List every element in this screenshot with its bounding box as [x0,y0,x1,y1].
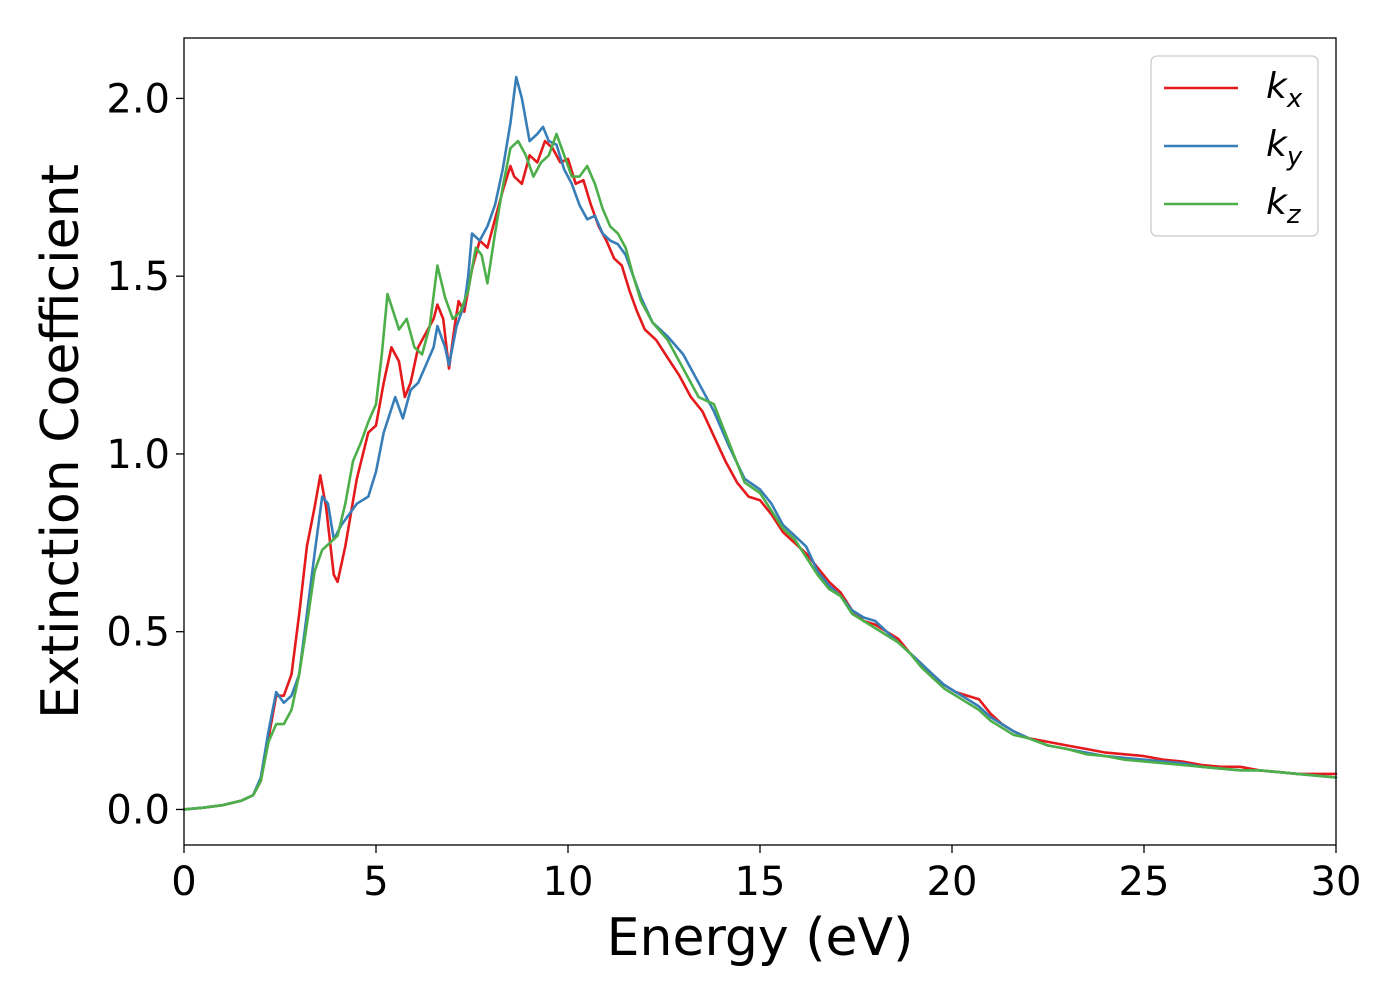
x-tick-label: 15 [735,859,786,905]
legend-label-subscript: x [1286,84,1303,114]
x-tick-label: 0 [171,859,196,905]
series-line-kz [182,132,1338,811]
x-tick-label: 25 [1119,859,1170,905]
legend-label-main: k [1266,66,1289,107]
y-axis-ticks: 0.0 0.5 1.0 1.5 2.0 [106,76,184,833]
series-line-ky [182,75,1338,811]
x-tick-label: 30 [1311,859,1362,905]
legend-label-kx: kx [1266,66,1303,114]
x-tick-label: 10 [543,859,594,905]
x-axis-label: Energy (eV) [607,908,914,968]
legend-label-subscript: z [1286,200,1302,230]
y-tick-label: 0.5 [106,610,170,656]
x-tick-label: 20 [927,859,978,905]
y-tick-label: 0.0 [106,787,170,833]
legend-label-main: k [1266,124,1289,165]
legend-label-main: k [1266,182,1289,223]
y-tick-label: 2.0 [106,76,170,122]
legend-label-subscript: y [1286,142,1303,172]
x-axis-ticks: 0 5 10 15 20 25 30 [171,845,1361,905]
legend-label-kz: kz [1266,182,1302,230]
y-tick-label: 1.0 [106,432,170,478]
legend-label-ky: ky [1266,124,1303,172]
x-tick-label: 5 [363,859,388,905]
y-axis-label: Extinction Coefficient [31,164,91,719]
series-layer [182,75,1338,811]
y-tick-label: 1.5 [106,254,170,300]
